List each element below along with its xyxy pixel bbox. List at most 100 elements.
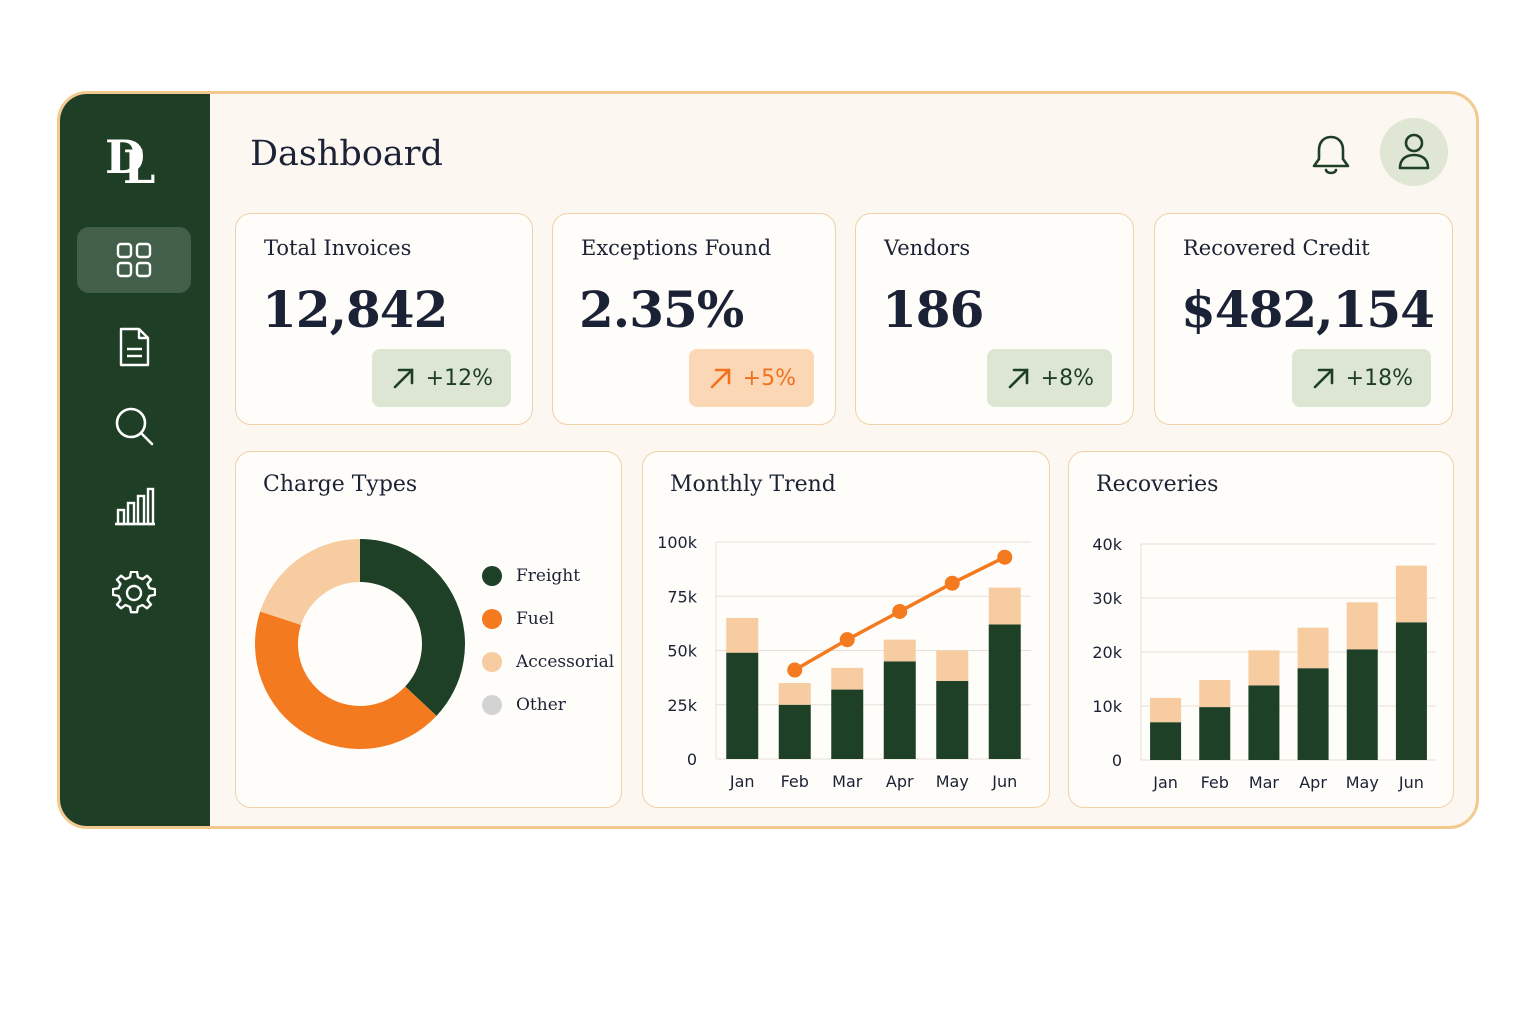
- bar-segment-jun-0[interactable]: [1395, 622, 1427, 760]
- kpi-card-exceptions-found: Exceptions Found 2.35% +5%: [552, 213, 836, 425]
- bar-segment-may-0[interactable]: [936, 680, 969, 759]
- kpi-delta-text: +8%: [1040, 365, 1094, 391]
- bell-icon[interactable]: [1308, 132, 1354, 178]
- x-tick-label: Mar: [832, 772, 863, 791]
- kpi-card-total-invoices: Total Invoices 12,842 +12%: [235, 213, 533, 425]
- trend-point[interactable]: [997, 549, 1013, 565]
- bar-segment-feb-0[interactable]: [778, 704, 811, 759]
- kpi-label: Recovered Credit: [1183, 236, 1370, 260]
- x-tick-label: Feb: [781, 772, 809, 791]
- bar-segment-mar-0[interactable]: [831, 689, 864, 759]
- sidebar-item-dashboard[interactable]: [77, 227, 191, 293]
- main-content: Dashboard Total Invoices 12,842 +12% Exc…: [210, 94, 1476, 826]
- x-tick-label: May: [1346, 773, 1379, 792]
- bar-segment-apr-1[interactable]: [883, 639, 916, 662]
- donut-slice-accessorial[interactable]: [260, 539, 360, 625]
- arrow-up-right-icon: [1008, 368, 1028, 389]
- panel-recoveries: Recoveries 0 10k 20k 30k 40k Jan Feb Mar Apr May J…: [1068, 451, 1454, 808]
- bar-segment-jun-1[interactable]: [988, 587, 1021, 625]
- kpi-value: 2.35%: [579, 280, 744, 339]
- kpi-label: Exceptions Found: [581, 236, 772, 260]
- y-tick-label: 0: [1112, 751, 1122, 770]
- bar-segment-jan-1[interactable]: [1150, 697, 1182, 723]
- legend-swatch: [482, 695, 502, 715]
- gear-icon: [112, 571, 156, 614]
- bar-segment-jan-1[interactable]: [726, 617, 759, 653]
- y-tick-label: 10k: [1092, 697, 1122, 716]
- monthly-trend-chart: 0 25k 50k 75k 100k Jan Feb Mar Apr May Jun: [657, 533, 1031, 791]
- kpi-delta-badge: +18%: [1291, 349, 1431, 407]
- x-tick-label: Jun: [1398, 773, 1424, 792]
- bar-segment-feb-1[interactable]: [1199, 680, 1231, 708]
- kpi-delta-badge: +8%: [986, 349, 1112, 407]
- arrow-up-right-icon: [710, 368, 730, 389]
- bar-segment-feb-1[interactable]: [778, 683, 811, 705]
- bar-segment-feb-0[interactable]: [1199, 707, 1231, 760]
- donut-slice-fuel[interactable]: [254, 611, 437, 749]
- page-title: Dashboard: [250, 134, 443, 174]
- bar-segment-apr-1[interactable]: [1297, 627, 1329, 669]
- x-tick-label: Jun: [991, 772, 1017, 791]
- legend-item-freight: Freight: [482, 566, 580, 586]
- panel-title: Monthly Trend: [670, 472, 836, 497]
- legend-item-accessorial: Accessorial: [482, 652, 614, 672]
- legend-item-fuel: Fuel: [482, 609, 554, 629]
- avatar[interactable]: [1380, 118, 1448, 186]
- donut-chart: [254, 539, 465, 749]
- logo-letter-d: D: [105, 130, 145, 184]
- logo[interactable]: D L: [105, 130, 167, 194]
- legend-swatch: [482, 609, 502, 629]
- donut-slice-freight[interactable]: [360, 539, 465, 716]
- bar-segment-apr-0[interactable]: [1297, 668, 1329, 760]
- y-tick-label: 100k: [657, 533, 698, 552]
- kpi-label: Vendors: [884, 236, 971, 260]
- kpi-delta-text: +12%: [425, 365, 493, 391]
- sidebar-item-settings[interactable]: [77, 560, 191, 626]
- logo-letter-l: L: [123, 140, 156, 194]
- bar-segment-mar-0[interactable]: [1248, 685, 1280, 760]
- kpi-delta-text: +18%: [1345, 365, 1413, 391]
- kpi-value: 12,842: [262, 280, 448, 339]
- kpi-card-recovered-credit: Recovered Credit $482,154 +18%: [1154, 213, 1453, 425]
- panel-title: Charge Types: [263, 472, 418, 497]
- legend-label: Freight: [516, 566, 581, 586]
- sidebar-item-reports[interactable]: [77, 473, 191, 539]
- kpi-delta-badge: +12%: [371, 349, 511, 407]
- grid-icon: [116, 242, 152, 278]
- sidebar-item-search[interactable]: [77, 393, 191, 459]
- bar-segment-may-0[interactable]: [1346, 649, 1378, 760]
- trend-point[interactable]: [944, 575, 960, 591]
- y-tick-label: 40k: [1092, 535, 1122, 554]
- sidebar-item-invoices[interactable]: [77, 314, 191, 380]
- trend-point[interactable]: [839, 632, 855, 648]
- kpi-card-vendors: Vendors 186 +8%: [855, 213, 1134, 425]
- trend-point[interactable]: [787, 662, 803, 678]
- legend-swatch: [482, 652, 502, 672]
- bar-segment-may-1[interactable]: [936, 650, 969, 681]
- user-icon: [1398, 133, 1430, 170]
- bar-segment-apr-0[interactable]: [883, 661, 916, 759]
- bar-segment-mar-1[interactable]: [1248, 650, 1280, 686]
- trend-point[interactable]: [892, 603, 908, 619]
- bar-segment-jan-0[interactable]: [726, 652, 759, 759]
- kpi-value: 186: [882, 280, 984, 339]
- recoveries-chart: 0 10k 20k 30k 40k Jan Feb Mar Apr May Jun: [1092, 535, 1436, 792]
- app-window: D L: [57, 91, 1479, 829]
- sidebar: D L: [60, 94, 210, 826]
- bar-segment-may-1[interactable]: [1346, 602, 1378, 650]
- arrow-up-right-icon: [393, 368, 413, 389]
- y-tick-label: 25k: [667, 696, 697, 715]
- bar-segment-jan-0[interactable]: [1150, 722, 1182, 760]
- search-icon: [115, 407, 154, 446]
- y-tick-label: 50k: [667, 642, 697, 661]
- y-tick-label: 30k: [1092, 589, 1122, 608]
- panel-monthly-trend: Monthly Trend 0 25k 50k 75k 100k Jan Feb Mar Apr…: [642, 451, 1050, 808]
- legend-label: Fuel: [516, 609, 555, 629]
- legend-swatch: [482, 566, 502, 586]
- bar-segment-jun-0[interactable]: [988, 624, 1021, 759]
- x-tick-label: Feb: [1201, 773, 1229, 792]
- bar-segment-mar-1[interactable]: [831, 667, 864, 690]
- bar-segment-jun-1[interactable]: [1395, 565, 1427, 623]
- legend-item-other: Other: [482, 695, 566, 715]
- x-tick-label: Mar: [1249, 773, 1280, 792]
